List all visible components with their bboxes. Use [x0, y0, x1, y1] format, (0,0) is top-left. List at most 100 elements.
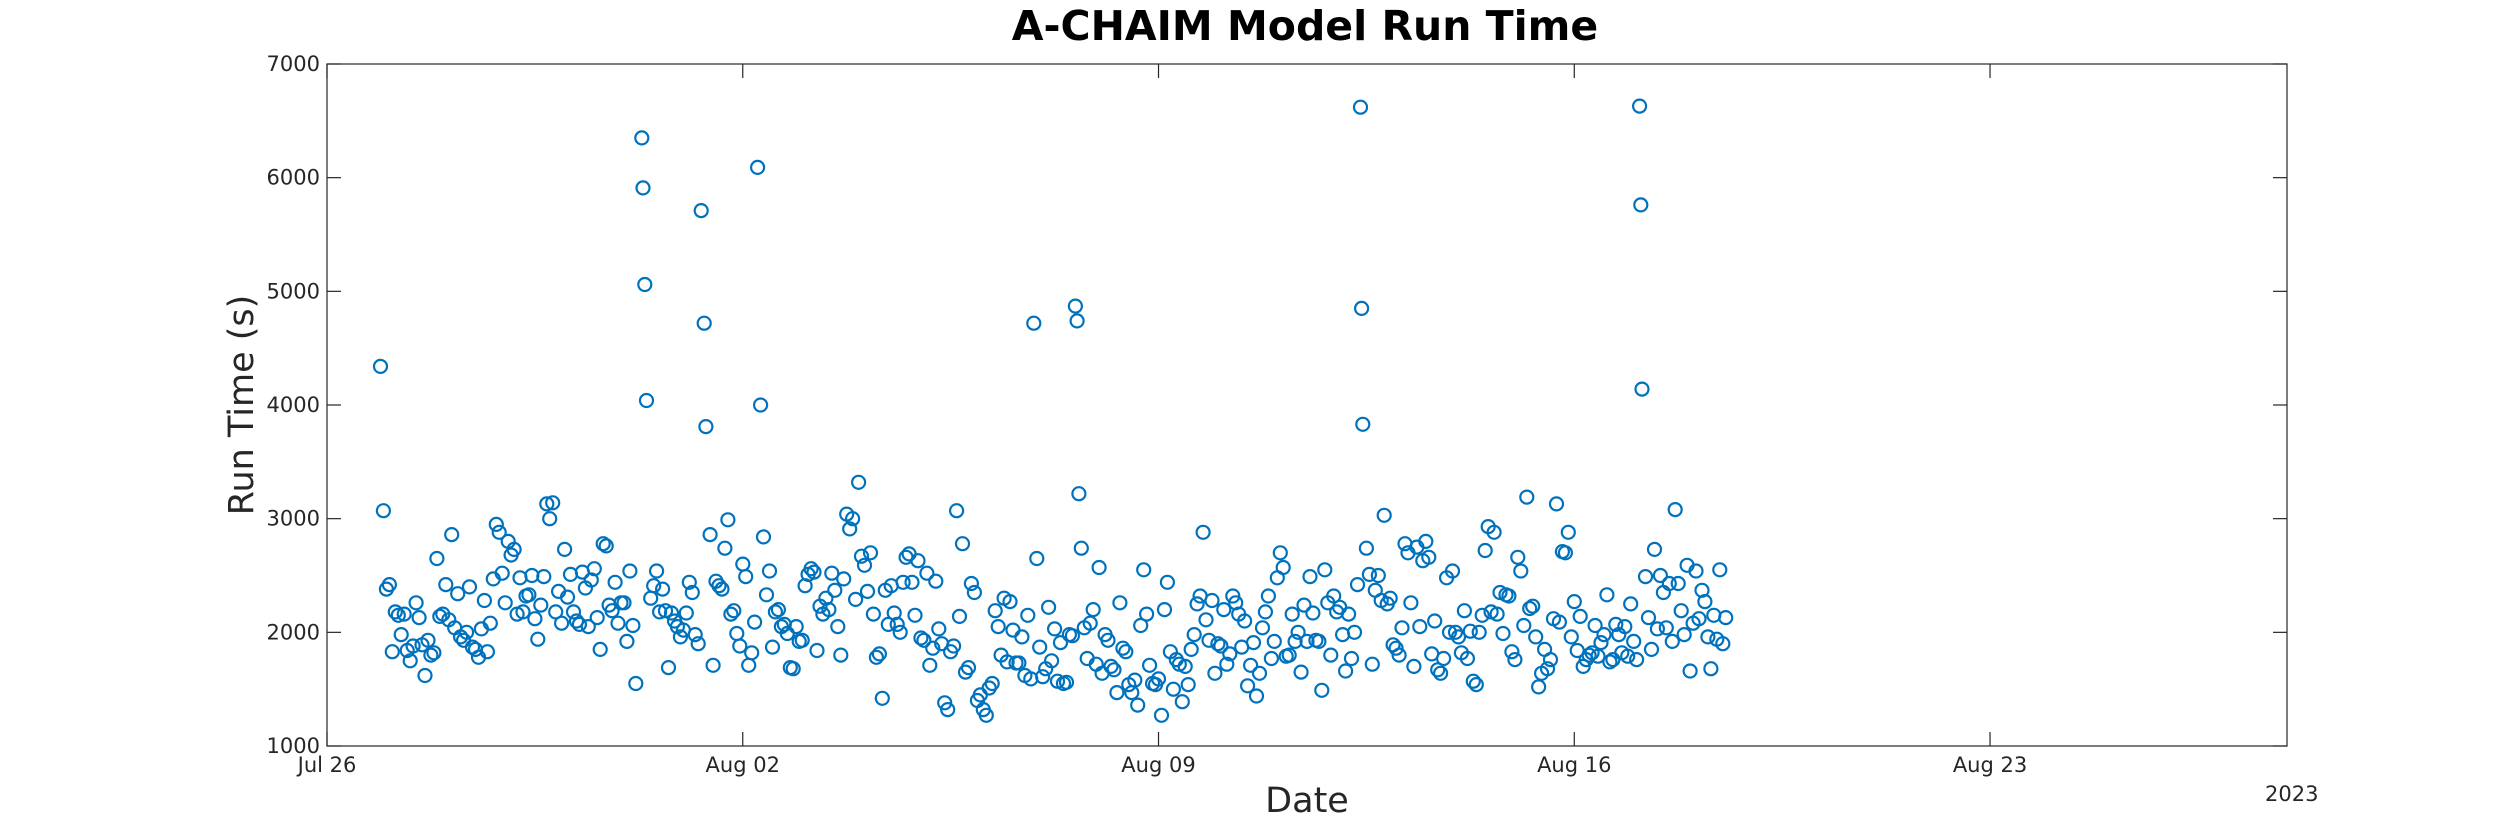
data-point — [1581, 647, 1597, 663]
data-point — [622, 563, 638, 579]
data-point — [1661, 575, 1677, 592]
x-tick-label: Aug 16 — [1537, 753, 1611, 777]
data-point — [803, 561, 819, 577]
data-point — [698, 419, 714, 435]
data-point — [1112, 595, 1128, 611]
data-point — [844, 511, 861, 527]
data-point — [1608, 616, 1624, 633]
data-point — [562, 566, 579, 583]
data-point — [1566, 593, 1582, 610]
data-point — [1522, 600, 1538, 617]
data-point — [638, 392, 655, 409]
y-tick-label: 4000 — [267, 393, 320, 417]
data-point — [1219, 656, 1235, 672]
data-point — [1222, 646, 1238, 662]
data-point — [1637, 568, 1654, 585]
data-point — [1071, 486, 1087, 502]
data-point — [1011, 655, 1027, 671]
data-point — [1691, 611, 1707, 627]
data-point — [1118, 644, 1134, 660]
data-point — [681, 574, 697, 590]
chart-title: A-CHAIM Model Run Time — [1012, 2, 1598, 50]
data-point — [919, 565, 935, 581]
data-point — [1337, 663, 1354, 679]
data-point — [1159, 574, 1176, 590]
data-point — [1444, 563, 1461, 579]
data-point — [904, 574, 920, 590]
data-point — [1435, 650, 1452, 667]
data-point — [1682, 663, 1698, 679]
data-point — [1180, 676, 1196, 693]
data-point — [907, 607, 923, 623]
data-point — [1266, 633, 1282, 650]
data-point — [1676, 626, 1692, 643]
data-point — [1040, 599, 1057, 615]
data-point — [1718, 609, 1734, 626]
data-point — [648, 563, 665, 579]
x-axis-year-label: 2023 — [2265, 782, 2318, 806]
x-axis-label: Date — [1265, 781, 1349, 821]
data-point — [1617, 618, 1633, 635]
data-point — [717, 540, 733, 556]
data-point — [702, 526, 718, 543]
data-point — [375, 503, 391, 519]
data-point — [1358, 540, 1375, 556]
data-point — [476, 592, 492, 609]
data-point — [548, 604, 564, 620]
data-point — [1474, 607, 1490, 623]
y-tick-label: 2000 — [267, 620, 320, 644]
data-point — [880, 616, 896, 633]
data-point — [687, 626, 703, 643]
data-point — [1700, 629, 1716, 645]
data-point — [1557, 545, 1574, 561]
data-point — [732, 638, 748, 654]
data-point — [978, 707, 994, 723]
data-point — [1340, 606, 1357, 622]
data-point — [1528, 629, 1544, 645]
data-point — [1069, 313, 1085, 329]
data-point — [1670, 575, 1686, 592]
data-point — [429, 550, 445, 567]
data-point — [1210, 636, 1226, 652]
data-point — [1353, 300, 1370, 316]
data-point — [1525, 598, 1541, 614]
data-point — [1406, 658, 1422, 675]
data-point — [1130, 697, 1146, 713]
data-point — [1100, 632, 1116, 648]
x-tick-label: Jul 26 — [296, 753, 357, 777]
y-tick-label: 1000 — [267, 734, 320, 758]
data-point — [714, 581, 730, 597]
data-point — [1516, 617, 1532, 634]
data-point — [741, 657, 757, 673]
data-point — [963, 575, 980, 592]
data-point — [874, 690, 890, 706]
data-point — [1628, 651, 1645, 668]
data-point — [1029, 550, 1045, 567]
data-point — [690, 636, 706, 652]
data-point — [1334, 626, 1351, 643]
data-point — [1412, 618, 1428, 635]
data-point — [1432, 665, 1449, 681]
data-point — [862, 545, 879, 561]
data-point — [684, 584, 700, 601]
data-point — [536, 568, 552, 585]
data-point — [553, 615, 570, 631]
data-point — [794, 632, 810, 648]
data-point — [616, 595, 632, 611]
data-point — [660, 659, 677, 676]
data-point — [824, 565, 840, 581]
y-axis-label: Run Time (s) — [222, 295, 262, 516]
data-point — [1486, 524, 1502, 540]
data-point — [1198, 612, 1214, 628]
data-point — [396, 606, 412, 622]
data-point — [381, 576, 397, 593]
data-point — [1649, 621, 1666, 637]
data-point — [654, 581, 671, 597]
data-point — [1263, 650, 1280, 667]
data-point — [405, 638, 421, 654]
data-point — [1652, 567, 1669, 584]
data-point — [1501, 588, 1517, 604]
data-point — [1109, 684, 1125, 701]
data-point — [951, 608, 968, 625]
